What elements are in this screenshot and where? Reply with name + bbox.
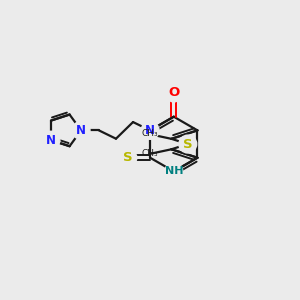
Circle shape — [165, 84, 183, 102]
Circle shape — [119, 149, 137, 167]
Text: CH₃: CH₃ — [141, 149, 158, 158]
Text: CH₃: CH₃ — [141, 129, 158, 138]
Circle shape — [179, 135, 197, 153]
Circle shape — [72, 122, 90, 139]
Circle shape — [42, 131, 60, 149]
Text: O: O — [168, 86, 179, 99]
Text: NH: NH — [164, 167, 183, 176]
Circle shape — [141, 122, 159, 139]
Circle shape — [165, 163, 183, 180]
Text: S: S — [123, 151, 133, 164]
Text: N: N — [76, 124, 86, 137]
Text: S: S — [183, 138, 193, 151]
Text: N: N — [145, 124, 155, 137]
Text: N: N — [46, 134, 56, 147]
